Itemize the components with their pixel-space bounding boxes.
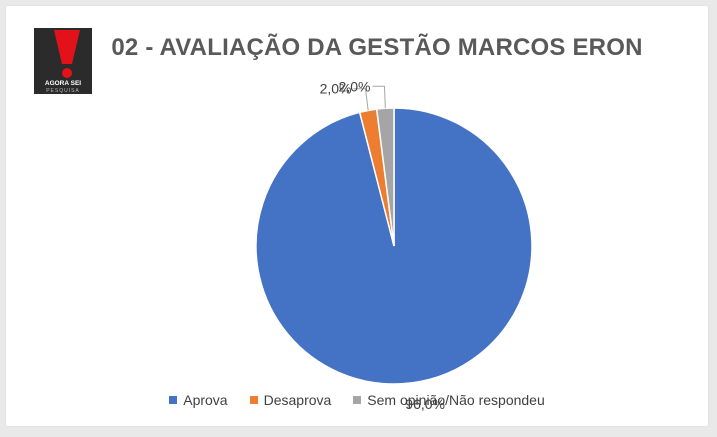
chart-card: AGORA SEI PESQUISA 02 - AVALIAÇÃO DA GES… [6,6,708,426]
logo-text-line1: AGORA SEI [45,80,81,87]
logo-exclamation-bar [54,30,80,64]
legend-item-aprova: Aprova [169,392,228,408]
legend-label-sem-opiniao-nao-respondeu: Sem opinião/Não respondeu [367,392,545,408]
agora-sei-logo: AGORA SEI PESQUISA [34,28,92,94]
legend-item-sem-opiniao-nao-respondeu: Sem opinião/Não respondeu [353,392,545,408]
data-label-aprova: 96,0% [405,396,445,412]
leader-line-sem-opiniao-nao-respondeu [372,85,386,109]
legend-label-aprova: Aprova [183,392,228,408]
legend-label-desaprova: Desaprova [263,392,332,408]
data-label-desaprova: 2,0% [320,81,352,97]
legend-swatch-aprova [169,396,178,404]
logo-exclamation-dot [62,68,72,78]
chart-title: 02 - AVALIAÇÃO DA GESTÃO MARCOS ERON [111,34,643,61]
leader-line-desaprova [353,88,369,111]
legend-swatch-sem-opiniao-nao-respondeu [353,396,362,404]
legend-swatch-desaprova [249,396,258,404]
data-label-sem-opiniao-nao-respondeu: 2,0% [339,78,371,94]
pie-chart: 96,0% 2,0%2,0% [255,78,533,412]
logo-text-line2: PESQUISA [46,88,80,94]
chart-legend: Aprova Desaprova Sem opinião/Não respondeu [6,392,708,408]
legend-item-desaprova: Desaprova [249,392,332,408]
